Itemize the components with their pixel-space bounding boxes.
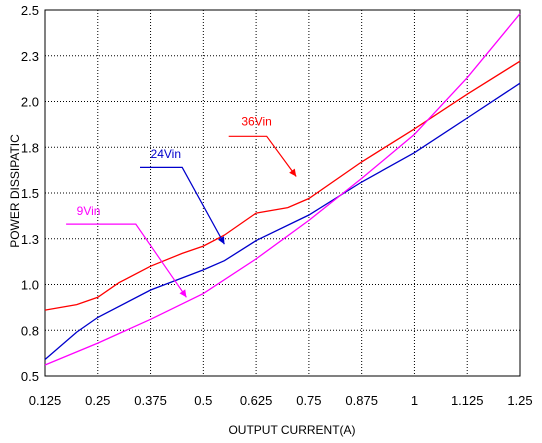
callout-arrowhead (179, 289, 187, 298)
y-tick-label: 1.0 (21, 278, 39, 293)
x-tick-label: 1.25 (507, 393, 532, 408)
x-tick-label: 0.125 (29, 393, 62, 408)
series-label-9vin: 9Vin (77, 204, 101, 218)
x-axis-title: OUTPUT CURRENT(A) (228, 423, 355, 437)
series-line-36vin (44, 60, 521, 311)
y-tick-label: 1.8 (21, 140, 39, 155)
series-label-36vin: 36Vin (241, 114, 271, 128)
y-axis-title: POWER DISSIPATIC (8, 134, 22, 248)
y-tick-label: 0.5 (21, 369, 39, 384)
y-tick-label: 2.3 (21, 49, 39, 64)
x-tick-label: 1 (411, 393, 418, 408)
x-tick-labels: 0.125 0.25 0.375 0.5 0.625 0.75 0.875 1 1.125 1.2… (29, 393, 533, 408)
y-tick-label: 1.5 (21, 186, 39, 201)
callout-leader (140, 166, 225, 245)
callout-leader (66, 223, 187, 298)
series-layer (44, 13, 521, 366)
x-tick-label: 1.125 (451, 393, 484, 408)
series-line-24vin (44, 82, 521, 360)
x-tick-label: 0.25 (85, 393, 110, 408)
callout-arrowhead (217, 236, 225, 245)
plot-frame (44, 9, 521, 377)
y-tick-labels: 0.5 0.8 1.0 1.3 1.5 1.8 2.0 2.3 2.5 (21, 3, 39, 384)
x-tick-label: 0.5 (194, 393, 212, 408)
x-tick-label: 0.625 (240, 393, 273, 408)
x-tick-label: 0.375 (134, 393, 167, 408)
y-tick-label: 2.5 (21, 3, 39, 18)
annotation-layer: 36Vin 24Vin 9Vin (66, 114, 297, 298)
grid (45, 10, 520, 376)
series-line-9vin (44, 13, 521, 366)
series-label-24vin: 24Vin (151, 147, 181, 161)
y-tick-label: 1.3 (21, 232, 39, 247)
x-tick-label: 0.75 (296, 393, 321, 408)
x-tick-label: 0.875 (345, 393, 378, 408)
callout-arrowhead (289, 168, 297, 177)
callout-leader (228, 135, 297, 177)
y-tick-label: 0.8 (21, 323, 39, 338)
y-tick-label: 2.0 (21, 95, 39, 110)
